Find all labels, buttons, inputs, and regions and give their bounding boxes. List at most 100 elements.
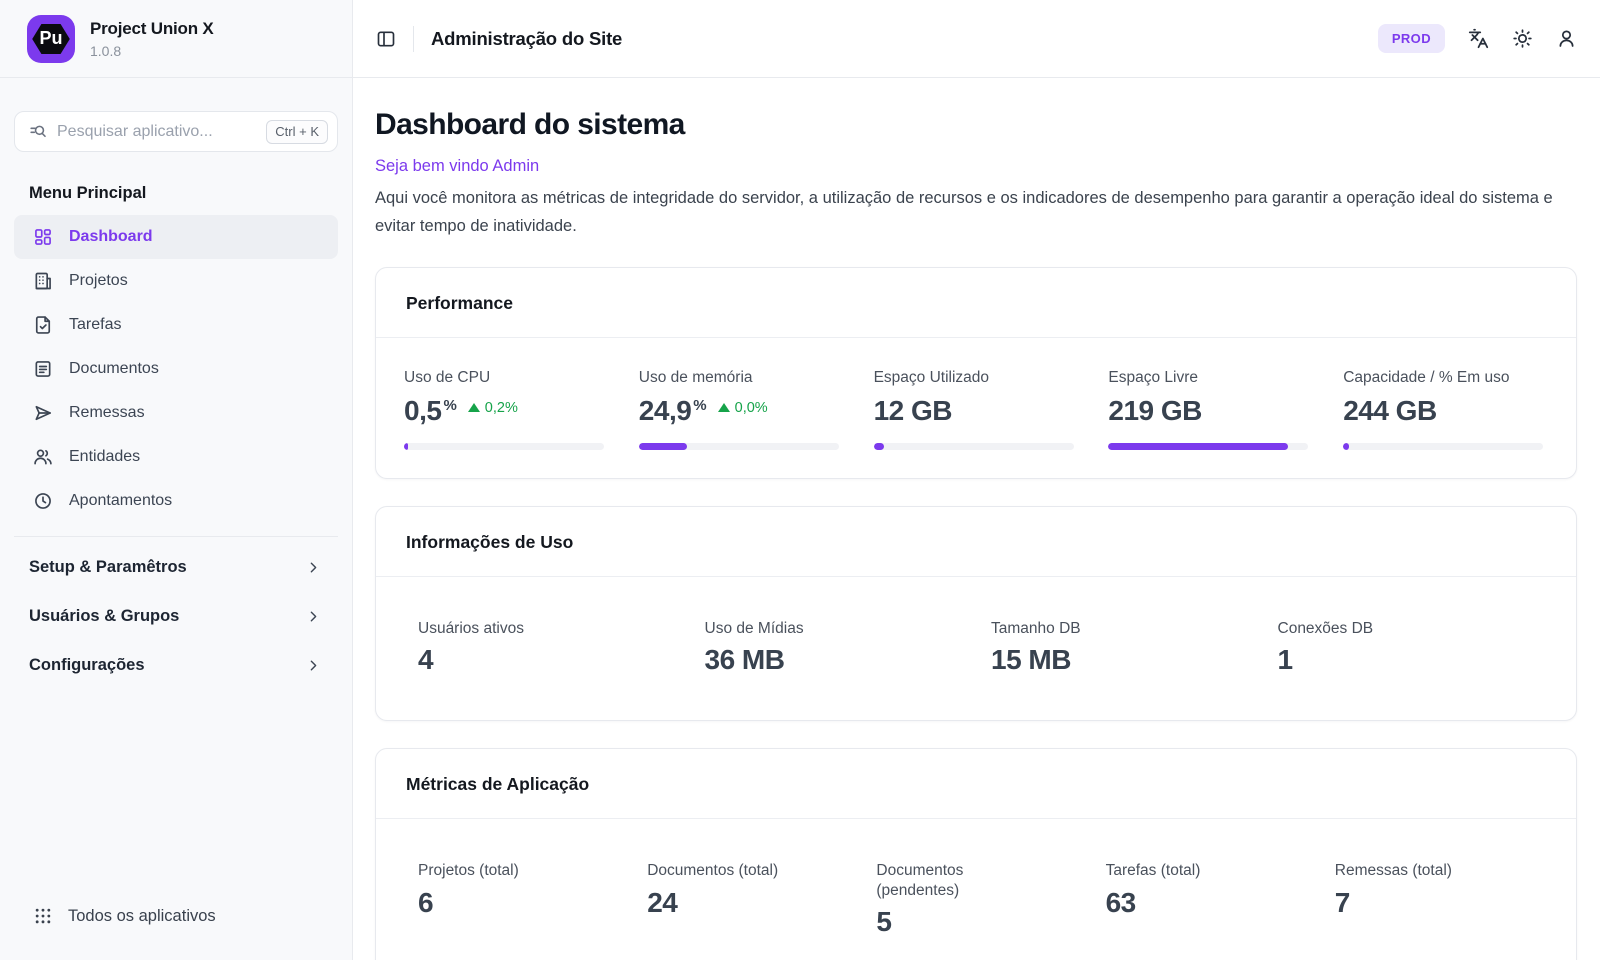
stat-label: Tamanho DB <box>991 619 1081 637</box>
clock-icon <box>33 491 53 511</box>
dashboard-description: Aqui você monitora as métricas de integr… <box>375 188 1553 235</box>
card-title: Performance <box>376 268 1576 339</box>
app-logo-initials: Pu <box>39 28 63 48</box>
stat-value: 6 <box>418 886 434 918</box>
sidebar-item[interactable]: Tarefas <box>14 303 338 347</box>
performance-stat: Capacidade / % Em uso 244 GB <box>1343 368 1548 450</box>
progress-bar-fill <box>404 442 408 450</box>
language-switcher[interactable] <box>1468 28 1489 49</box>
page-title: Administração do Site <box>431 27 623 49</box>
user-menu[interactable] <box>1556 28 1577 49</box>
stat-label: Uso de memória <box>638 369 753 387</box>
stat-label: Documentos (total) <box>647 862 779 880</box>
sidebar-divider <box>14 536 338 537</box>
performance-stat: Uso de memória 24,9 % 0,0% <box>638 368 844 450</box>
sidebar-item-label: Tarefas <box>69 316 122 333</box>
stat-value: 12 GB <box>873 394 953 426</box>
building-icon <box>33 271 53 291</box>
stat-label: Uso de CPU <box>404 369 491 387</box>
stat-label: Usuários ativos <box>418 619 524 637</box>
document-lines-icon <box>33 359 53 379</box>
performance-stat: Uso de CPU 0,5 % 0,2% <box>404 368 609 450</box>
stat-value: 1 <box>1277 644 1294 676</box>
chevron-right-icon <box>305 608 322 625</box>
usage-stat: Conexões DB 1 <box>1278 619 1535 677</box>
environment-badge: PROD <box>1377 24 1445 53</box>
stat-label: Documentos (pendentes) <box>876 862 964 899</box>
user-icon <box>1556 28 1577 49</box>
sidebar-toggle-button[interactable] <box>376 29 396 49</box>
stat-delta: 0,0% <box>717 400 768 416</box>
dashboard-title: Dashboard do sistema <box>375 108 685 141</box>
sidebar-group[interactable]: Configurações <box>0 641 352 690</box>
all-apps-label: Todos os aplicativos <box>68 906 216 925</box>
sidebar-item-label: Projetos <box>69 272 128 289</box>
stat-label: Espaço Utilizado <box>873 369 990 387</box>
sidebar-item[interactable]: Apontamentos <box>14 479 338 523</box>
progress-bar <box>404 442 604 450</box>
performance-stat: Espaço Utilizado 12 GB <box>873 368 1079 450</box>
sidebar-item-label: Remessas <box>69 404 145 421</box>
stat-label: Espaço Livre <box>1108 369 1198 387</box>
progress-bar-fill <box>873 442 884 450</box>
usage-stat: Tamanho DB 15 MB <box>991 619 1248 677</box>
search-input[interactable]: Pesquisar aplicativo... Ctrl + K <box>14 111 338 152</box>
metric-stat: Remessas (total) 7 <box>1335 861 1534 938</box>
theme-toggle[interactable] <box>1512 28 1533 49</box>
sidebar-item-label: Dashboard <box>69 228 153 245</box>
progress-bar <box>873 442 1074 450</box>
progress-bar <box>1343 442 1544 450</box>
card-title: Métricas de Aplicação <box>376 749 1576 820</box>
send-icon <box>33 403 53 423</box>
progress-bar-fill <box>1108 442 1289 450</box>
stat-delta: 0,2% <box>467 400 518 416</box>
usage-stat: Usuários ativos 4 <box>418 619 675 677</box>
sidebar-groups: Setup & Paramêtros Usuários & Grupos Con… <box>0 537 352 690</box>
languages-icon <box>1468 28 1489 49</box>
main-menu: Dashboard Projetos Tarefas Documentos Re… <box>0 215 352 523</box>
sidebar-item-label: Documentos <box>69 360 159 377</box>
app-name: Project Union X <box>90 18 214 38</box>
app-version: 1.0.8 <box>90 42 122 59</box>
search-placeholder: Pesquisar aplicativo... <box>57 122 213 140</box>
menu-section-title: Menu Principal <box>29 184 147 202</box>
performance-stat: Espaço Livre 219 GB <box>1108 368 1313 450</box>
apps-grid-icon <box>33 906 53 926</box>
sidebar-item[interactable]: Remessas <box>14 391 338 435</box>
sidebar-item[interactable]: Entidades <box>14 435 338 479</box>
app-brand: Pu Project Union X 1.0.8 <box>0 0 352 78</box>
main-area: Administração do Site PROD Dashboard do … <box>353 0 1600 960</box>
stat-value: 24,9 <box>638 394 692 426</box>
stat-value: 7 <box>1334 886 1351 918</box>
progress-bar-fill <box>1343 442 1350 450</box>
stat-value: 244 GB <box>1343 394 1437 426</box>
sidebar-group[interactable]: Usuários & Grupos <box>0 592 352 641</box>
sidebar-item[interactable]: Dashboard <box>14 215 338 259</box>
app-logo: Pu <box>27 14 75 63</box>
search-icon <box>28 122 47 141</box>
sidebar-item[interactable]: Documentos <box>14 347 338 391</box>
triangle-up-icon <box>467 403 480 413</box>
stat-value: 63 <box>1105 886 1137 918</box>
triangle-up-icon <box>717 403 730 413</box>
all-apps-button[interactable]: Todos os aplicativos <box>0 906 352 960</box>
metric-stat: Documentos (total) 24 <box>647 861 846 938</box>
header-actions <box>1468 28 1577 49</box>
sidebar-group[interactable]: Setup & Paramêtros <box>0 543 352 592</box>
app-metrics-card: Métricas de Aplicação Projetos (total) 6… <box>375 748 1577 960</box>
stat-label: Remessas (total) <box>1334 862 1452 880</box>
header-divider <box>413 25 414 52</box>
stat-value: 24 <box>647 886 678 918</box>
hexagon-icon <box>32 23 70 54</box>
usage-info-card: Informações de Uso Usuários ativos 4 Uso… <box>375 505 1577 722</box>
progress-bar-fill <box>638 442 687 450</box>
sidebar: Pu Project Union X 1.0.8 Pesquisar aplic… <box>0 0 353 960</box>
stat-label: Uso de Mídias <box>704 619 804 637</box>
stat-label: Conexões DB <box>1277 619 1374 637</box>
stat-label: Tarefas (total) <box>1105 862 1201 880</box>
sidebar-item[interactable]: Projetos <box>14 259 338 303</box>
sun-icon <box>1512 28 1533 49</box>
users-icon <box>33 447 53 467</box>
metric-stat: Projetos (total) 6 <box>418 861 617 938</box>
progress-bar <box>638 442 839 450</box>
